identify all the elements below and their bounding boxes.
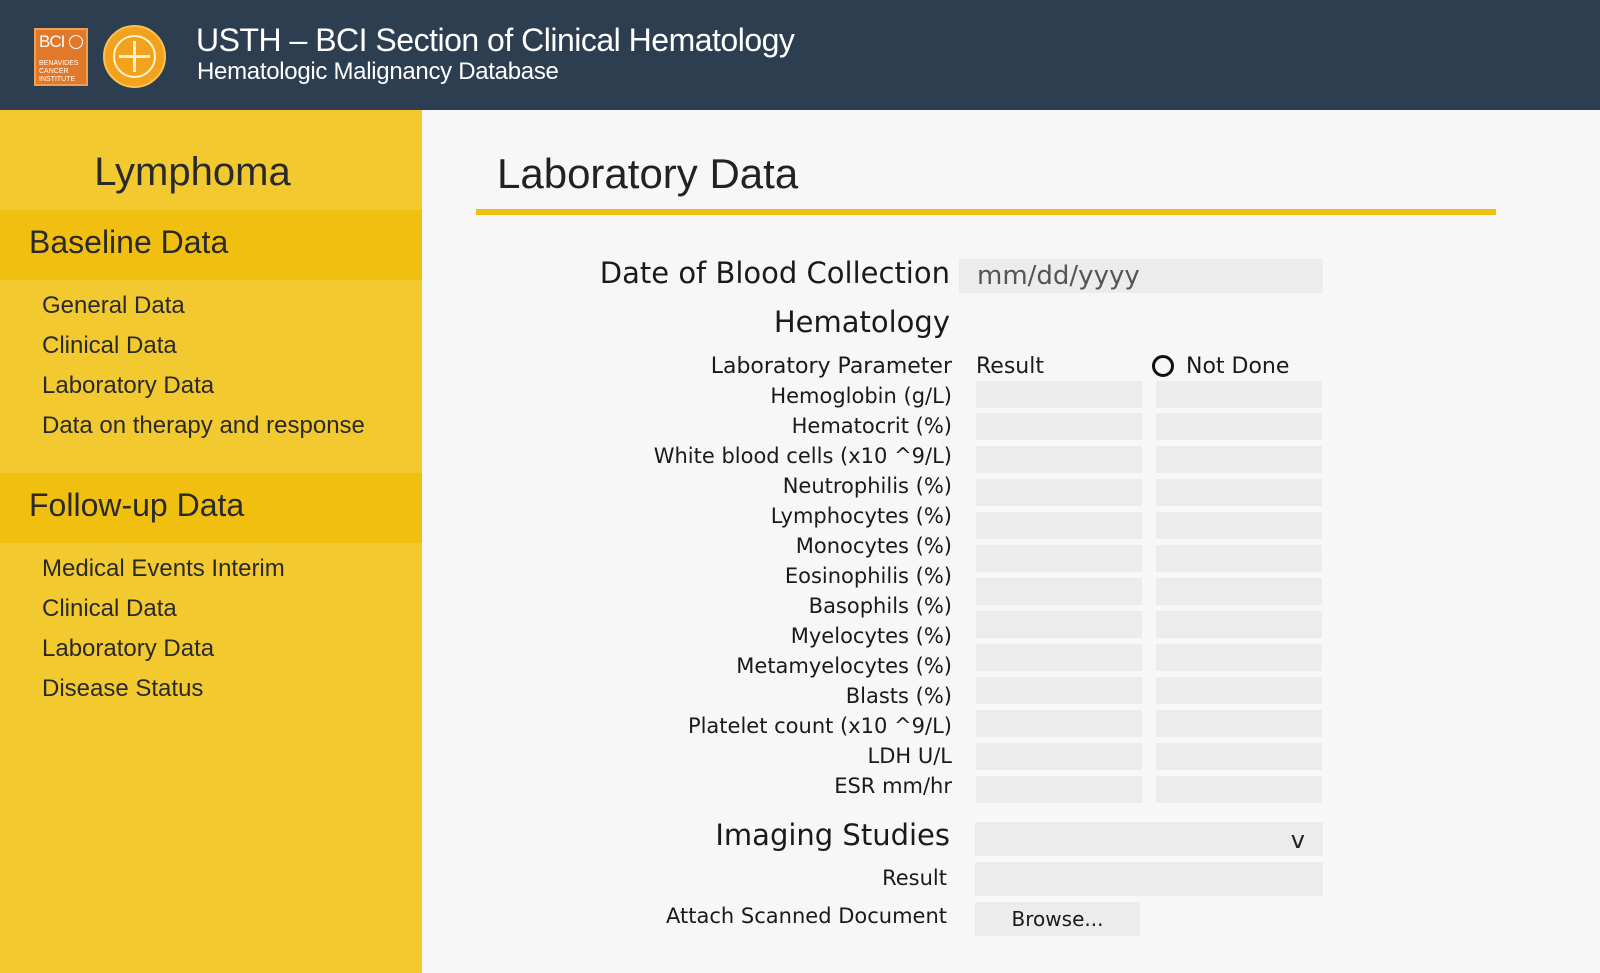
hematocrit-not-done-input[interactable] <box>1156 413 1322 440</box>
monocytes-result-input[interactable] <box>976 545 1142 572</box>
bci-logo-line: CANCER <box>39 68 69 75</box>
sidebar-section-label: Baseline Data <box>29 224 229 260</box>
parameter-label-hemoglobin: Hemoglobin (g/L) <box>770 384 952 408</box>
date-of-blood-collection-label: Date of Blood Collection <box>599 256 950 290</box>
sidebar-item-general-data[interactable]: General Data <box>42 292 185 319</box>
imaging-result-input[interactable] <box>975 862 1323 896</box>
eosinophils-not-done-input[interactable] <box>1156 578 1322 605</box>
metamyelocytes-not-done-input[interactable] <box>1156 677 1322 704</box>
myelocytes-result-input[interactable] <box>976 644 1142 671</box>
hematology-heading: Hematology <box>773 305 950 339</box>
ldh-result-input[interactable] <box>976 776 1142 803</box>
hematocrit-result-input[interactable] <box>976 413 1142 440</box>
sidebar-section-followup[interactable]: Follow-up Data <box>0 473 422 543</box>
sidebar-section-baseline[interactable]: Baseline Data <box>0 210 422 280</box>
title-divider <box>476 209 1496 215</box>
parameter-label-eosinophils: Eosinophilis (%) <box>784 564 952 588</box>
parameter-label-monocytes: Monocytes (%) <box>795 534 952 558</box>
chevron-down-icon: v <box>1290 826 1305 854</box>
lymphocytes-not-done-input[interactable] <box>1156 512 1322 539</box>
monocytes-not-done-input[interactable] <box>1156 545 1322 572</box>
myelocytes-not-done-input[interactable] <box>1156 644 1322 671</box>
not-done-label: Not Done <box>1186 354 1290 379</box>
result-column-header: Result <box>976 354 1044 379</box>
parameter-label-lymphocytes: Lymphocytes (%) <box>770 504 952 528</box>
bci-logo-line: BENAVIDES <box>39 60 79 67</box>
parameter-label-esr: ESR mm/hr <box>834 774 952 798</box>
platelets-not-done-input[interactable] <box>1156 743 1322 770</box>
parameter-label-hematocrit: Hematocrit (%) <box>791 414 952 438</box>
parameter-label-platelets: Platelet count (x10 ^9/L) <box>687 714 952 738</box>
parameter-label-blasts: Blasts (%) <box>845 684 952 708</box>
sidebar-item-followup-clinical-data[interactable]: Clinical Data <box>42 595 177 622</box>
blasts-not-done-input[interactable] <box>1156 710 1322 737</box>
lymphocytes-result-input[interactable] <box>976 512 1142 539</box>
imaging-result-label: Result <box>882 866 947 890</box>
hemoglobin-result-input[interactable] <box>976 381 1142 408</box>
wbc-result-input[interactable] <box>976 446 1142 473</box>
seal-cross-icon <box>119 55 150 58</box>
parameter-label-metamyelocytes: Metamyelocytes (%) <box>736 654 952 678</box>
date-of-blood-collection-input[interactable] <box>959 259 1323 293</box>
app-subtitle: Hematologic Malignancy Database <box>197 58 559 85</box>
platelets-result-input[interactable] <box>976 743 1142 770</box>
university-seal-logo <box>103 25 166 88</box>
neutrophils-not-done-input[interactable] <box>1156 479 1322 506</box>
sidebar-item-clinical-data[interactable]: Clinical Data <box>42 332 177 359</box>
page-title: Laboratory Data <box>497 150 799 197</box>
imaging-studies-select[interactable]: v <box>975 822 1323 856</box>
hemoglobin-not-done-input[interactable] <box>1156 381 1322 408</box>
seal-ring <box>113 35 156 78</box>
sidebar-item-therapy-response[interactable]: Data on therapy and response <box>42 412 365 439</box>
attach-scanned-document-label: Attach Scanned Document <box>666 904 947 928</box>
app-title: USTH – BCI Section of Clinical Hematolog… <box>196 22 795 58</box>
bci-seal-icon <box>69 35 83 49</box>
blasts-result-input[interactable] <box>976 710 1142 737</box>
bci-logo-text: BCI <box>39 32 65 51</box>
wbc-not-done-input[interactable] <box>1156 446 1322 473</box>
sidebar: Lymphoma Baseline Data General Data Clin… <box>0 110 422 973</box>
neutrophils-result-input[interactable] <box>976 479 1142 506</box>
sidebar-item-disease-status[interactable]: Disease Status <box>42 675 204 702</box>
parameter-label-ldh: LDH U/L <box>867 744 952 768</box>
bci-logo-lines: BENAVIDES CANCER INSTITUTE <box>39 60 83 84</box>
sidebar-section-label: Follow-up Data <box>29 487 245 523</box>
app-header: BCI BENAVIDES CANCER INSTITUTE USTH – BC… <box>0 0 1600 110</box>
ldh-not-done-input[interactable] <box>1156 776 1322 803</box>
parameter-label-neutrophils: Neutrophilis (%) <box>782 474 952 498</box>
basophils-not-done-input[interactable] <box>1156 611 1322 638</box>
parameter-label-basophils: Basophils (%) <box>808 594 952 618</box>
not-done-radio[interactable] <box>1152 355 1174 377</box>
basophils-result-input[interactable] <box>976 611 1142 638</box>
imaging-studies-label: Imaging Studies <box>715 818 950 852</box>
laboratory-parameter-header: Laboratory Parameter <box>710 354 952 379</box>
eosinophils-result-input[interactable] <box>976 578 1142 605</box>
parameter-label-myelocytes: Myelocytes (%) <box>790 624 952 648</box>
browse-button[interactable]: Browse... <box>975 902 1140 936</box>
bci-logo: BCI BENAVIDES CANCER INSTITUTE <box>34 28 88 86</box>
parameter-label-wbc: White blood cells (x10 ^9/L) <box>653 444 952 468</box>
sidebar-item-medical-events[interactable]: Medical Events Interim <box>42 555 285 582</box>
sidebar-item-followup-laboratory-data[interactable]: Laboratory Data <box>42 635 215 662</box>
metamyelocytes-result-input[interactable] <box>976 677 1142 704</box>
sidebar-item-laboratory-data[interactable]: Laboratory Data <box>42 372 215 399</box>
sidebar-title: Lymphoma <box>94 150 291 194</box>
bci-logo-line: INSTITUTE <box>39 76 76 83</box>
